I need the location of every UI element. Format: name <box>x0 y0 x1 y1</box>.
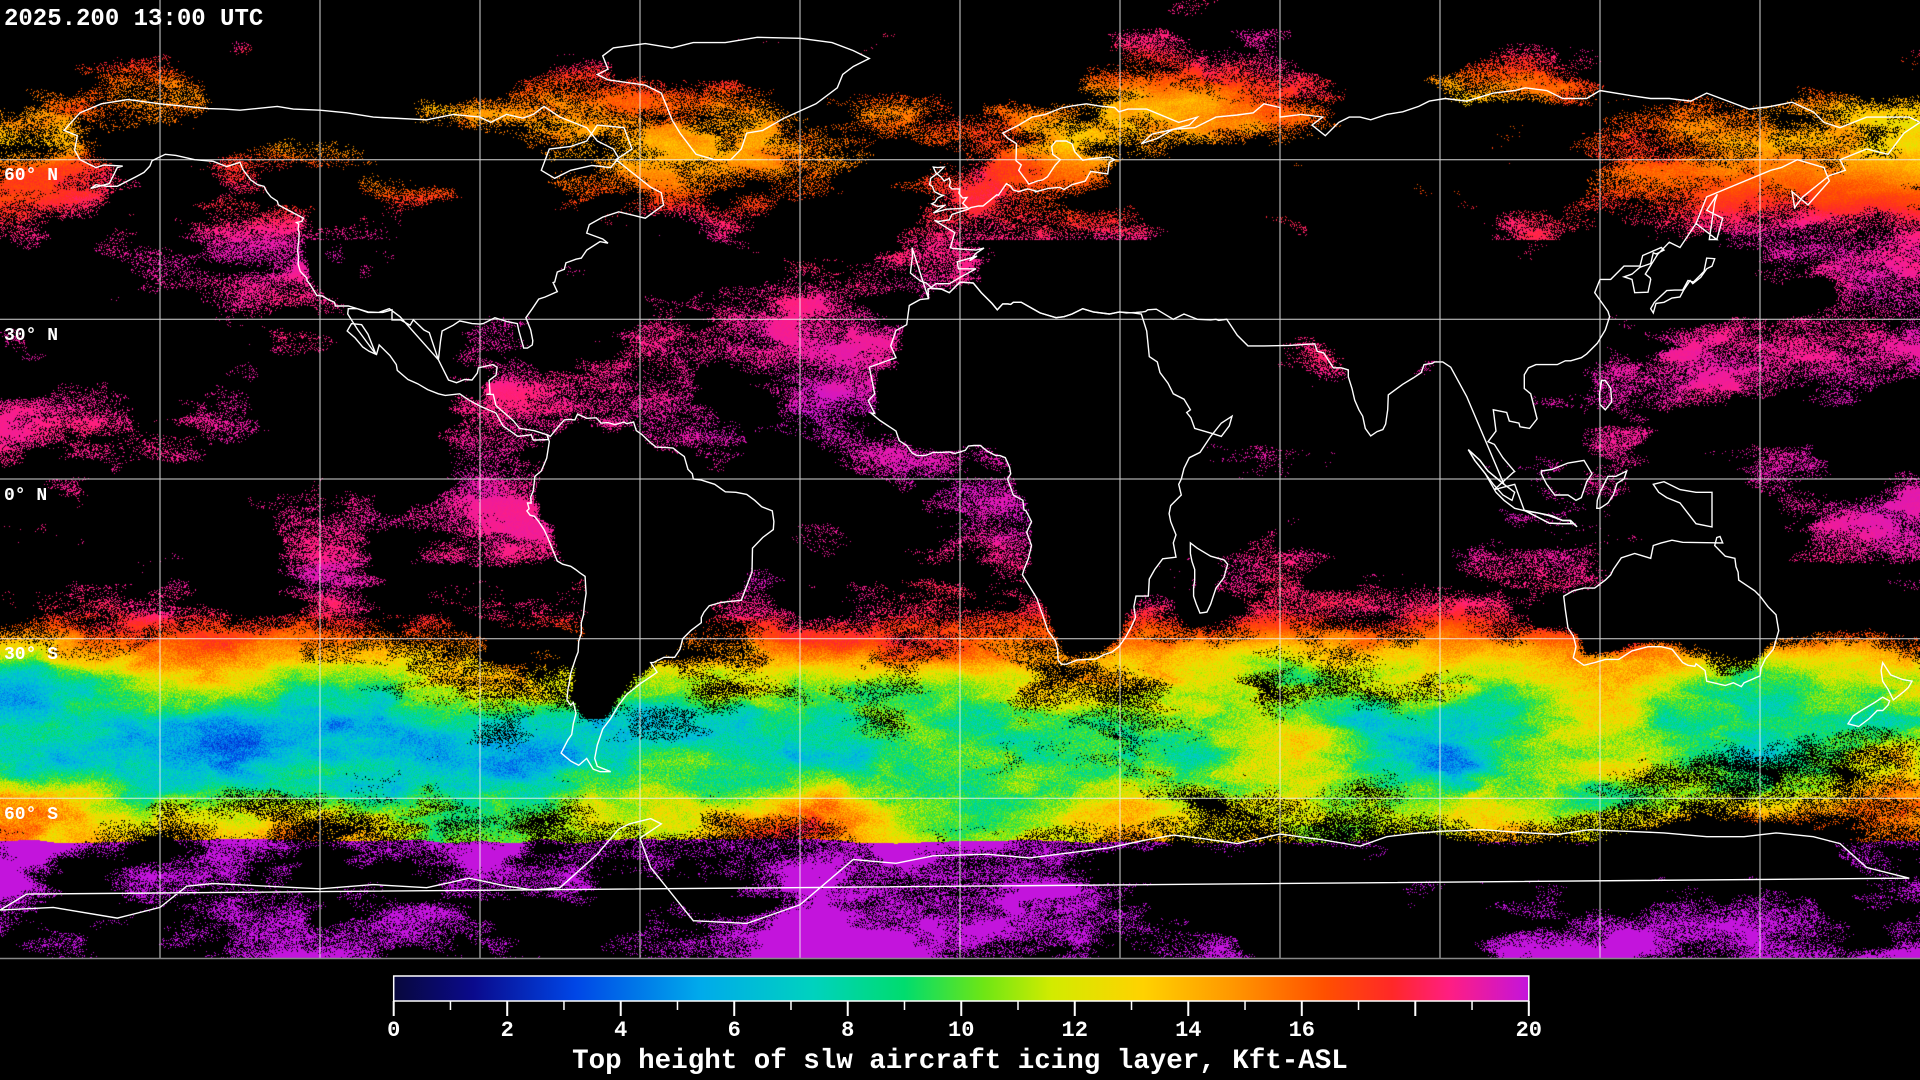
svg-text:8: 8 <box>841 1018 854 1043</box>
svg-text:12: 12 <box>1062 1018 1088 1043</box>
svg-text:2: 2 <box>501 1018 514 1043</box>
svg-text:30° N: 30° N <box>4 326 58 346</box>
svg-text:16: 16 <box>1289 1018 1315 1043</box>
svg-text:60° S: 60° S <box>4 805 58 825</box>
svg-text:0: 0 <box>387 1018 400 1043</box>
svg-text:10: 10 <box>948 1018 974 1043</box>
svg-text:2025.200 13:00 UTC: 2025.200 13:00 UTC <box>4 6 263 33</box>
svg-text:4: 4 <box>614 1018 627 1043</box>
svg-text:60° N: 60° N <box>4 166 58 186</box>
svg-text:6: 6 <box>728 1018 741 1043</box>
svg-text:Top height of slw aircraft ici: Top height of slw aircraft icing layer, … <box>572 1046 1348 1077</box>
svg-text:14: 14 <box>1175 1018 1201 1043</box>
svg-text:0° N: 0° N <box>4 486 47 506</box>
svg-text:20: 20 <box>1516 1018 1542 1043</box>
svg-text:30° S: 30° S <box>4 645 58 665</box>
